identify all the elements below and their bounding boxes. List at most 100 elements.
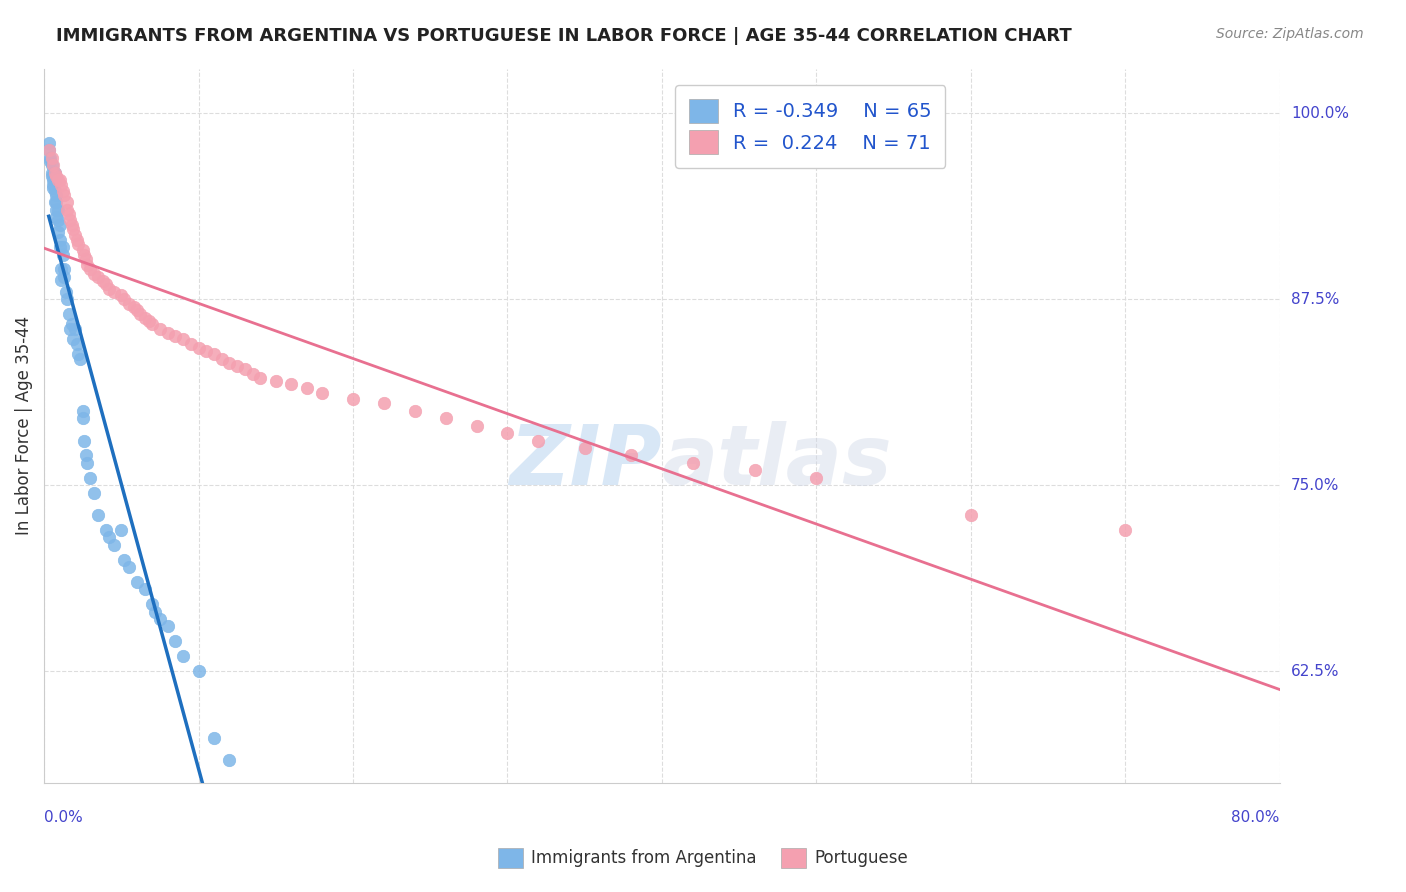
Point bbox=[79, 471, 101, 485]
Point bbox=[56, 292, 79, 306]
Y-axis label: In Labor Force | Age 35-44: In Labor Force | Age 35-44 bbox=[15, 316, 32, 535]
Point bbox=[67, 347, 90, 361]
Point bbox=[63, 228, 86, 243]
Point bbox=[44, 173, 66, 187]
Point bbox=[202, 731, 225, 745]
Point bbox=[143, 605, 166, 619]
Legend: Immigrants from Argentina, Portuguese: Immigrants from Argentina, Portuguese bbox=[491, 841, 915, 875]
Point bbox=[73, 247, 96, 261]
Point bbox=[149, 612, 172, 626]
Point bbox=[172, 649, 194, 664]
Point bbox=[52, 240, 75, 254]
Point bbox=[574, 441, 596, 455]
Point bbox=[806, 471, 828, 485]
Text: 100.0%: 100.0% bbox=[1291, 105, 1348, 120]
Point bbox=[62, 332, 84, 346]
Point bbox=[156, 326, 179, 341]
Point bbox=[42, 173, 65, 187]
Point bbox=[39, 153, 62, 168]
Point bbox=[218, 753, 240, 767]
Point bbox=[138, 314, 160, 328]
Point bbox=[45, 188, 67, 202]
Point bbox=[141, 318, 163, 332]
Text: 62.5%: 62.5% bbox=[1291, 664, 1340, 679]
Point bbox=[48, 233, 70, 247]
Point bbox=[38, 136, 60, 150]
Point bbox=[218, 356, 240, 370]
Point bbox=[311, 385, 333, 400]
Point bbox=[60, 218, 83, 232]
Point bbox=[211, 351, 233, 366]
Point bbox=[156, 619, 179, 633]
Point bbox=[53, 269, 76, 284]
Point bbox=[58, 207, 80, 221]
Point bbox=[41, 151, 63, 165]
Text: 80.0%: 80.0% bbox=[1232, 810, 1279, 824]
Point bbox=[87, 508, 110, 522]
Point bbox=[48, 240, 70, 254]
Point bbox=[465, 418, 488, 433]
Point bbox=[49, 178, 72, 192]
Point bbox=[76, 258, 98, 272]
Point bbox=[59, 322, 82, 336]
Point bbox=[76, 456, 98, 470]
Point bbox=[110, 287, 132, 301]
Point bbox=[118, 560, 141, 574]
Point bbox=[48, 218, 70, 232]
Point bbox=[45, 169, 67, 183]
Point bbox=[58, 307, 80, 321]
Point bbox=[496, 425, 519, 440]
Point bbox=[59, 213, 82, 227]
Point bbox=[125, 574, 148, 589]
Text: Source: ZipAtlas.com: Source: ZipAtlas.com bbox=[1216, 27, 1364, 41]
Point bbox=[39, 151, 62, 165]
Point bbox=[91, 274, 114, 288]
Point bbox=[103, 538, 125, 552]
Point bbox=[94, 523, 117, 537]
Point bbox=[180, 336, 202, 351]
Point bbox=[959, 508, 981, 522]
Point bbox=[46, 213, 69, 227]
Point bbox=[280, 376, 302, 391]
Point bbox=[75, 449, 97, 463]
Point bbox=[52, 247, 75, 261]
Point bbox=[165, 634, 187, 648]
Point bbox=[94, 277, 117, 292]
Point bbox=[434, 411, 457, 425]
Point bbox=[46, 202, 69, 217]
Point bbox=[56, 195, 79, 210]
Point bbox=[128, 307, 150, 321]
Point bbox=[1114, 523, 1136, 537]
Point bbox=[53, 188, 76, 202]
Point bbox=[49, 262, 72, 277]
Text: 87.5%: 87.5% bbox=[1291, 292, 1339, 307]
Point bbox=[49, 273, 72, 287]
Point bbox=[72, 411, 94, 425]
Point bbox=[744, 463, 766, 477]
Point bbox=[45, 211, 67, 225]
Point bbox=[45, 195, 67, 210]
Point bbox=[73, 434, 96, 448]
Point bbox=[187, 341, 209, 355]
Point bbox=[48, 173, 70, 187]
Point bbox=[112, 552, 135, 566]
Point bbox=[165, 329, 187, 343]
Point bbox=[75, 252, 97, 266]
Point bbox=[83, 485, 105, 500]
Point bbox=[72, 403, 94, 417]
Point bbox=[42, 178, 65, 192]
Point bbox=[149, 322, 172, 336]
Text: ZIP: ZIP bbox=[509, 421, 662, 502]
Text: 75.0%: 75.0% bbox=[1291, 477, 1339, 492]
Point bbox=[79, 262, 101, 277]
Point bbox=[38, 144, 60, 158]
Legend: R = -0.349    N = 65, R =  0.224    N = 71: R = -0.349 N = 65, R = 0.224 N = 71 bbox=[675, 86, 945, 168]
Point bbox=[195, 344, 218, 359]
Point bbox=[45, 202, 67, 217]
Point bbox=[118, 296, 141, 310]
Point bbox=[65, 336, 87, 351]
Point bbox=[134, 311, 156, 326]
Point bbox=[122, 300, 145, 314]
Point bbox=[55, 285, 77, 299]
Point bbox=[110, 523, 132, 537]
